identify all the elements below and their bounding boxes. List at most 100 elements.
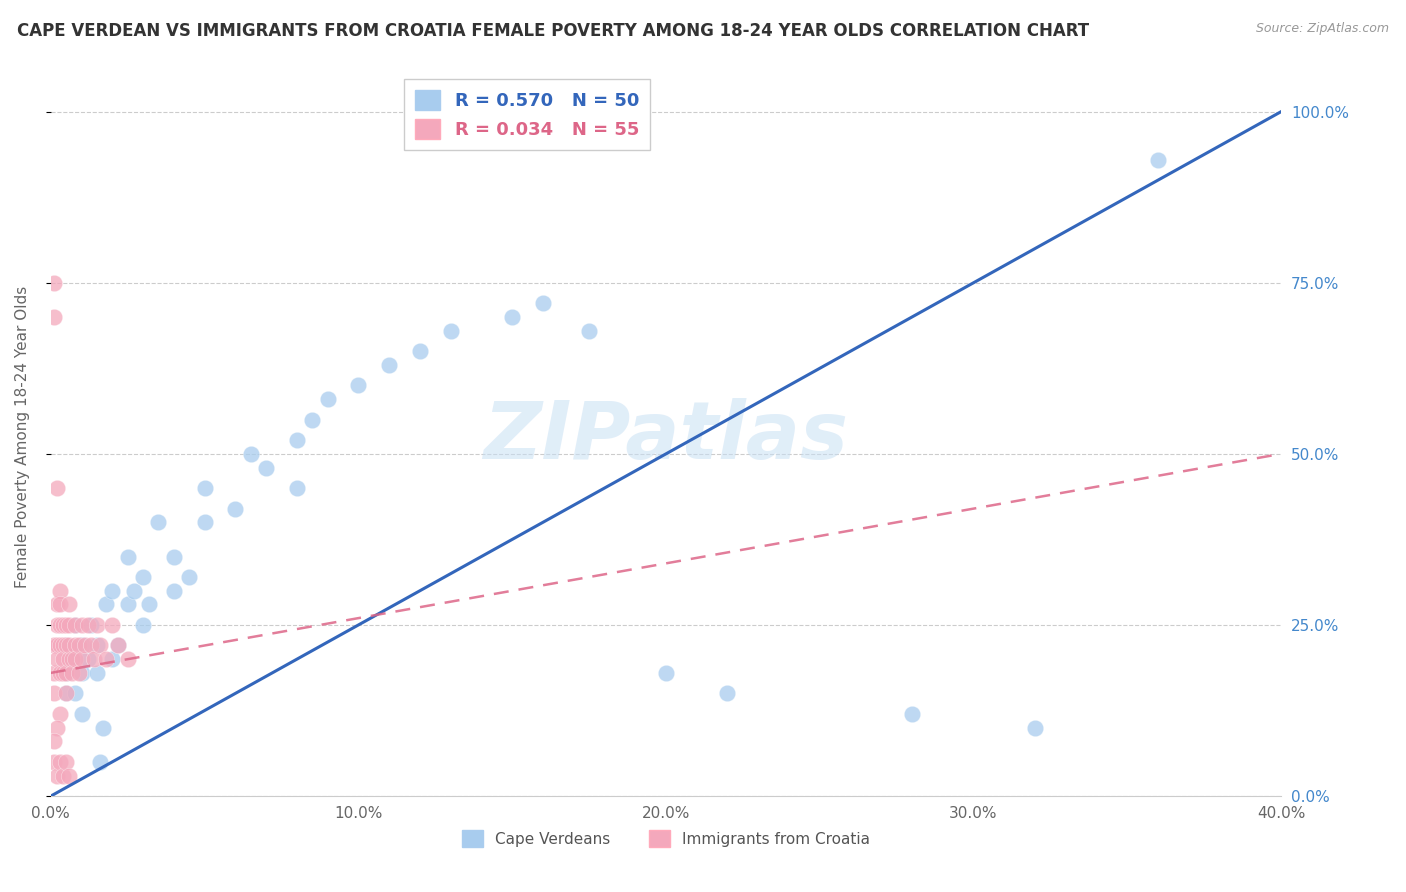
Point	[49, 639, 72, 653]
Point	[132, 570, 155, 584]
Point	[91, 721, 114, 735]
Point	[101, 583, 124, 598]
Point	[89, 639, 111, 653]
Point	[301, 412, 323, 426]
Point	[194, 516, 217, 530]
Point	[285, 481, 308, 495]
Point	[42, 734, 65, 748]
Point	[55, 639, 77, 653]
Point	[655, 665, 678, 680]
Point	[52, 768, 75, 782]
Point	[46, 768, 69, 782]
Point	[58, 652, 80, 666]
Point	[96, 652, 118, 666]
Point	[96, 598, 118, 612]
Point	[65, 652, 87, 666]
Point	[117, 549, 139, 564]
Point	[531, 296, 554, 310]
Point	[101, 652, 124, 666]
Point	[46, 652, 69, 666]
Point	[285, 433, 308, 447]
Point	[107, 639, 129, 653]
Point	[65, 639, 87, 653]
Point	[58, 618, 80, 632]
Y-axis label: Female Poverty Among 18-24 Year Olds: Female Poverty Among 18-24 Year Olds	[15, 285, 30, 588]
Point	[49, 583, 72, 598]
Point	[70, 665, 93, 680]
Point	[55, 639, 77, 653]
Point	[42, 310, 65, 324]
Point	[901, 706, 924, 721]
Point	[60, 652, 83, 666]
Point	[239, 447, 262, 461]
Point	[163, 583, 186, 598]
Point	[716, 686, 738, 700]
Point	[1024, 721, 1046, 735]
Point	[316, 392, 339, 406]
Point	[440, 324, 463, 338]
Point	[83, 652, 105, 666]
Point	[73, 639, 96, 653]
Point	[49, 665, 72, 680]
Point	[42, 755, 65, 769]
Point	[194, 481, 217, 495]
Point	[578, 324, 600, 338]
Point	[70, 618, 93, 632]
Point	[138, 598, 160, 612]
Point	[46, 639, 69, 653]
Point	[52, 618, 75, 632]
Point	[49, 706, 72, 721]
Point	[347, 378, 370, 392]
Point	[52, 652, 75, 666]
Point	[42, 639, 65, 653]
Legend: Cape Verdeans, Immigrants from Croatia: Cape Verdeans, Immigrants from Croatia	[456, 824, 876, 853]
Text: CAPE VERDEAN VS IMMIGRANTS FROM CROATIA FEMALE POVERTY AMONG 18-24 YEAR OLDS COR: CAPE VERDEAN VS IMMIGRANTS FROM CROATIA …	[17, 22, 1090, 40]
Point	[52, 665, 75, 680]
Point	[55, 618, 77, 632]
Point	[148, 516, 170, 530]
Point	[46, 721, 69, 735]
Point	[46, 481, 69, 495]
Point	[42, 665, 65, 680]
Point	[70, 652, 93, 666]
Point	[58, 639, 80, 653]
Point	[163, 549, 186, 564]
Point	[60, 665, 83, 680]
Point	[42, 276, 65, 290]
Point	[70, 706, 93, 721]
Point	[70, 639, 93, 653]
Point	[1147, 153, 1170, 167]
Point	[65, 618, 87, 632]
Point	[49, 618, 72, 632]
Point	[86, 618, 108, 632]
Point	[117, 598, 139, 612]
Point	[58, 598, 80, 612]
Point	[501, 310, 523, 324]
Point	[132, 618, 155, 632]
Point	[55, 755, 77, 769]
Text: Source: ZipAtlas.com: Source: ZipAtlas.com	[1256, 22, 1389, 36]
Point	[179, 570, 201, 584]
Point	[49, 598, 72, 612]
Point	[80, 639, 103, 653]
Point	[55, 665, 77, 680]
Point	[55, 665, 77, 680]
Point	[67, 665, 90, 680]
Point	[76, 652, 98, 666]
Point	[378, 358, 401, 372]
Point	[46, 618, 69, 632]
Point	[65, 686, 87, 700]
Point	[49, 755, 72, 769]
Point	[60, 652, 83, 666]
Point	[409, 344, 432, 359]
Point	[254, 460, 277, 475]
Point	[101, 618, 124, 632]
Point	[122, 583, 145, 598]
Point	[80, 618, 103, 632]
Point	[89, 755, 111, 769]
Point	[52, 639, 75, 653]
Text: ZIPatlas: ZIPatlas	[484, 398, 848, 475]
Point	[55, 686, 77, 700]
Point	[86, 639, 108, 653]
Point	[117, 652, 139, 666]
